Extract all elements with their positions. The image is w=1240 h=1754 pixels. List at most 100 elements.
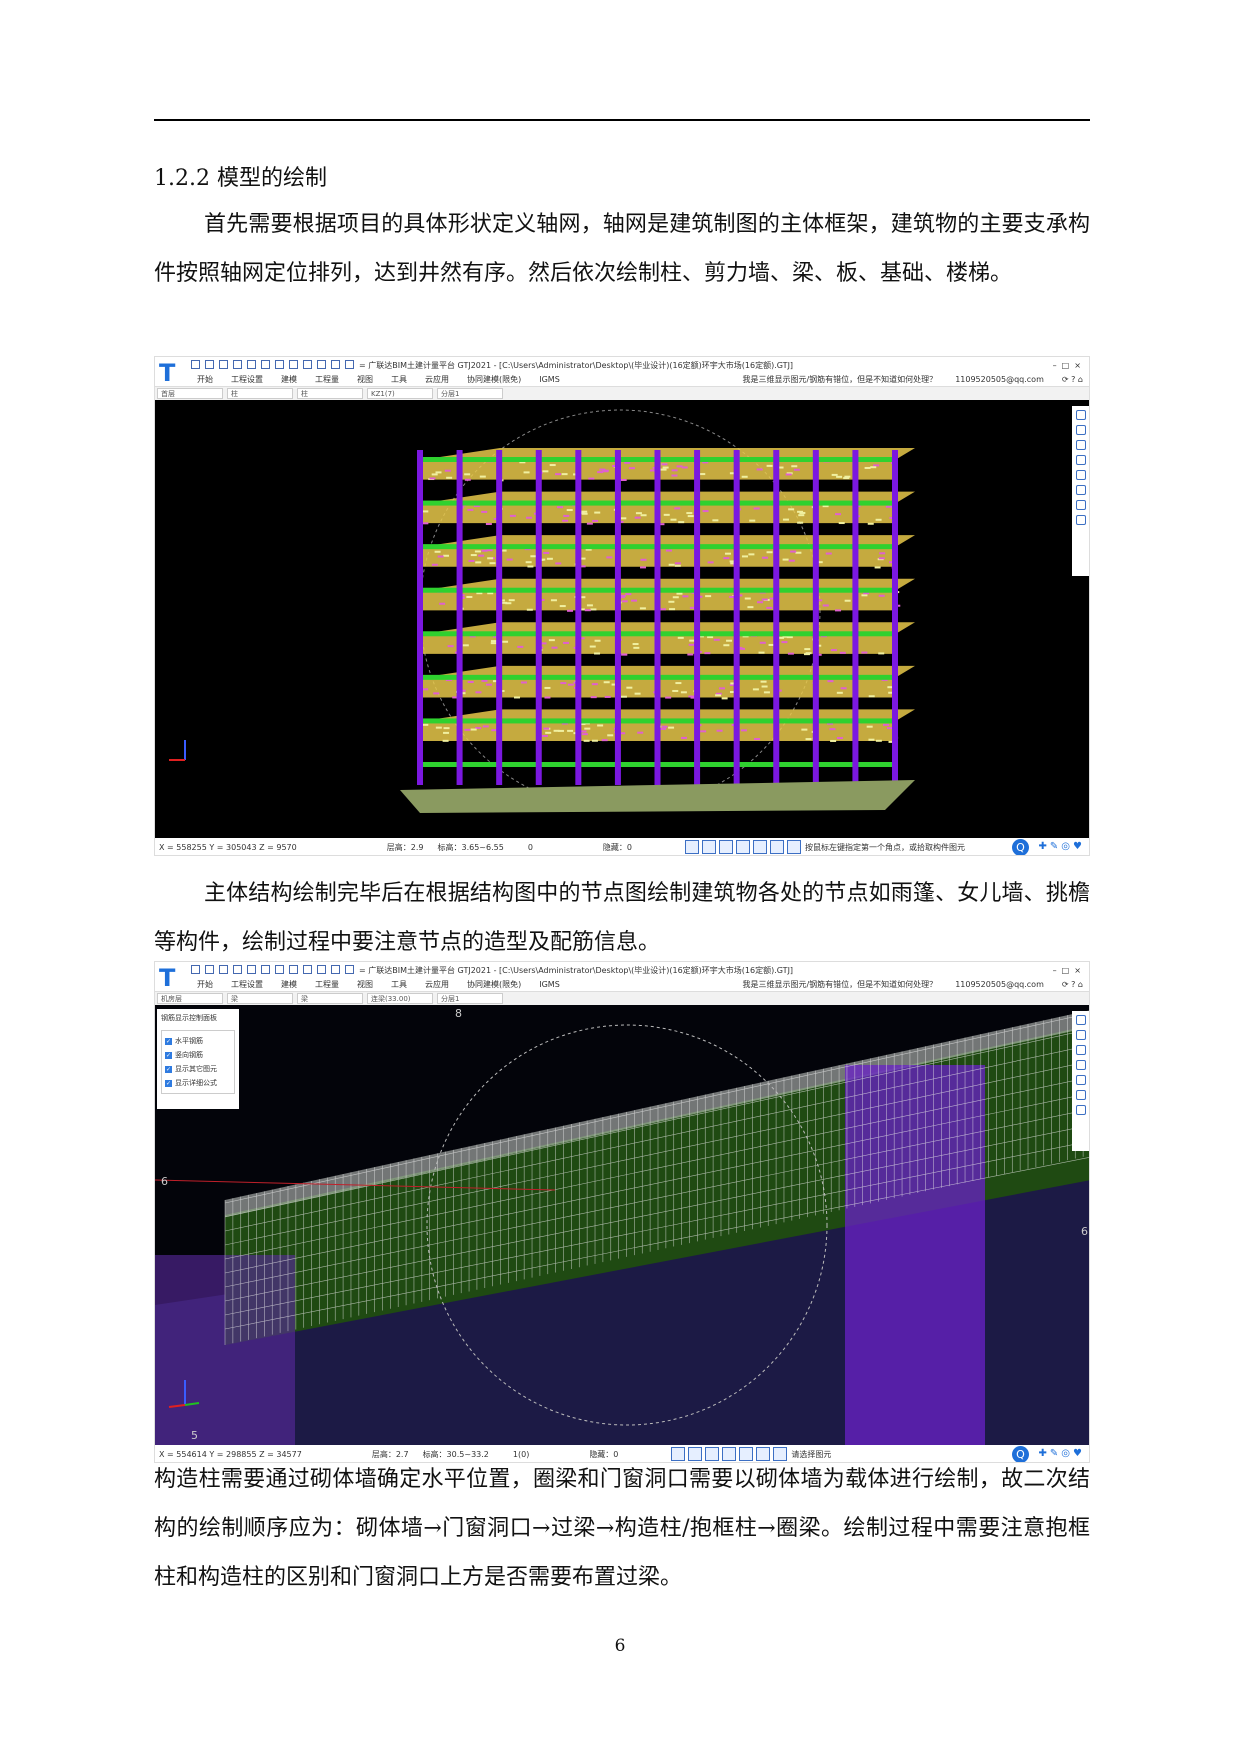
slab-rebar	[599, 469, 605, 471]
menu-item[interactable]: 协同建模(限免)	[467, 374, 521, 385]
checkbox-detailed-formula[interactable]: ✓ 显示详细公式	[165, 1076, 231, 1090]
menu-item[interactable]: 协同建模(限免)	[467, 979, 521, 990]
menu-item[interactable]: 云应用	[425, 979, 449, 990]
assistant-icon[interactable]: Q	[1012, 839, 1029, 856]
slab-rebar	[563, 642, 569, 644]
slab-rebar	[436, 471, 442, 473]
slab-rebar	[675, 682, 681, 684]
title-bar: T = 广联达BIM土建计量平台 GTJ2021 - [C:\Users\Adm…	[155, 962, 1089, 978]
layer-dropdown[interactable]: 分层1	[437, 993, 503, 1004]
floor-dropdown[interactable]: 机房层	[157, 993, 223, 1004]
slab-rebar	[468, 560, 474, 562]
menu-item[interactable]: 工具	[391, 374, 407, 385]
slab-rebar	[748, 553, 754, 555]
help-hint[interactable]: 我是三维显示图元/钢筋有错位，但是不知道如何处理？	[742, 979, 937, 990]
slab-rebar	[723, 557, 729, 559]
slab-rebar	[669, 564, 675, 566]
component-dropdown[interactable]: 连梁(33.00)	[367, 993, 433, 1004]
slab-rebar	[832, 474, 838, 476]
type-dropdown[interactable]: 梁	[297, 993, 363, 1004]
menu-item[interactable]: IGMS	[539, 980, 560, 989]
menu-item[interactable]: 工程设置	[231, 374, 263, 385]
menu-item[interactable]: 工程设置	[231, 979, 263, 990]
slab-rebar	[674, 507, 680, 509]
slab-rebar	[878, 652, 884, 654]
slab-rebar	[787, 636, 793, 638]
type-dropdown[interactable]: 柱	[297, 388, 363, 399]
elevation: 标高：3.65~6.55	[437, 842, 503, 853]
floor-dropdown[interactable]: 首层	[157, 388, 223, 399]
slab-rebar	[762, 557, 768, 559]
slab-rebar	[588, 478, 594, 480]
menu-item[interactable]: 工具	[391, 979, 407, 990]
slab-rebar	[799, 512, 805, 514]
view-toolbar[interactable]	[1072, 1011, 1089, 1151]
slab-rebar	[422, 522, 428, 524]
view-toolbar[interactable]	[1072, 406, 1089, 576]
window-controls[interactable]: – □ ×	[1053, 361, 1081, 370]
slab-rebar	[446, 477, 452, 479]
3d-viewport[interactable]	[155, 400, 1089, 838]
slab-rebar	[625, 593, 631, 595]
user-account[interactable]: 1109520505@qq.com	[955, 375, 1044, 384]
slab-rebar	[622, 600, 628, 602]
slab-rebar	[869, 695, 875, 697]
slab-rebar	[483, 725, 489, 727]
slab-rebar	[757, 601, 763, 603]
menu-item[interactable]: 视图	[357, 979, 373, 990]
slab-rebar	[829, 728, 835, 730]
slab-rebar	[530, 555, 536, 557]
layer-dropdown[interactable]: 分层1	[437, 388, 503, 399]
menu-item[interactable]: 建模	[281, 374, 297, 385]
help-icons[interactable]: ⟳ ? ⌂	[1062, 980, 1083, 989]
menu-item[interactable]: 云应用	[425, 374, 449, 385]
help-hint[interactable]: 我是三维显示图元/钢筋有错位，但是不知道如何处理？	[742, 374, 937, 385]
3d-viewport[interactable]: 8 6 6 5 钢筋显示控制面板 ✓ 水平钢筋 ✓ 竖向钢筋 ✓ 显示其它图元 ✓ 显示…	[155, 1005, 1089, 1445]
slab-rebar	[700, 730, 706, 732]
slab-rebar	[433, 692, 439, 694]
slab-rebar	[550, 464, 556, 466]
slab-rebar	[635, 517, 641, 519]
slab-rebar	[660, 608, 666, 610]
slab-rebar	[587, 604, 593, 606]
selection-count: 0	[528, 843, 533, 852]
slab-rebar	[677, 465, 683, 467]
menu-item[interactable]: 开始	[197, 979, 213, 990]
slab-rebar	[687, 654, 693, 656]
checkbox-horizontal-rebar[interactable]: ✓ 水平钢筋	[165, 1034, 231, 1048]
snap-tools[interactable]	[682, 840, 801, 856]
slab-rebar	[742, 476, 748, 478]
user-account[interactable]: 1109520505@qq.com	[955, 980, 1044, 989]
menu-item[interactable]: 开始	[197, 374, 213, 385]
slab-rebar	[432, 473, 438, 475]
column	[852, 450, 858, 785]
menu-item[interactable]: 建模	[281, 979, 297, 990]
status-tray-icons[interactable]: ✚✎◎♥	[1039, 841, 1085, 852]
menu-item[interactable]: 工程量	[315, 374, 339, 385]
menu-item[interactable]: IGMS	[539, 375, 560, 384]
slab-rebar	[443, 555, 449, 557]
slab-rebar	[717, 730, 723, 732]
category-dropdown[interactable]: 梁	[227, 993, 293, 1004]
slab-rebar	[567, 509, 573, 511]
column	[655, 450, 661, 785]
slab-rebar	[660, 728, 666, 730]
slab-rebar	[719, 687, 725, 689]
menu-item[interactable]: 视图	[357, 374, 373, 385]
checkbox-other-elements[interactable]: ✓ 显示其它图元	[165, 1062, 231, 1076]
window-controls[interactable]: – □ ×	[1053, 966, 1081, 975]
slab-rebar	[422, 510, 428, 512]
slab-rebar	[547, 558, 553, 560]
category-dropdown[interactable]: 柱	[227, 388, 293, 399]
slab-rebar	[767, 465, 773, 467]
slab-rebar	[594, 512, 600, 514]
slab-rebar	[640, 607, 646, 609]
slab-rebar	[422, 688, 428, 690]
help-icons[interactable]: ⟳ ? ⌂	[1062, 375, 1083, 384]
slab-rebar	[886, 506, 892, 508]
slab-rebar	[672, 469, 678, 471]
menu-item[interactable]: 工程量	[315, 979, 339, 990]
slab-rebar	[475, 550, 481, 552]
component-dropdown[interactable]: KZ1(7)	[367, 388, 433, 399]
checkbox-vertical-rebar[interactable]: ✓ 竖向钢筋	[165, 1048, 231, 1062]
